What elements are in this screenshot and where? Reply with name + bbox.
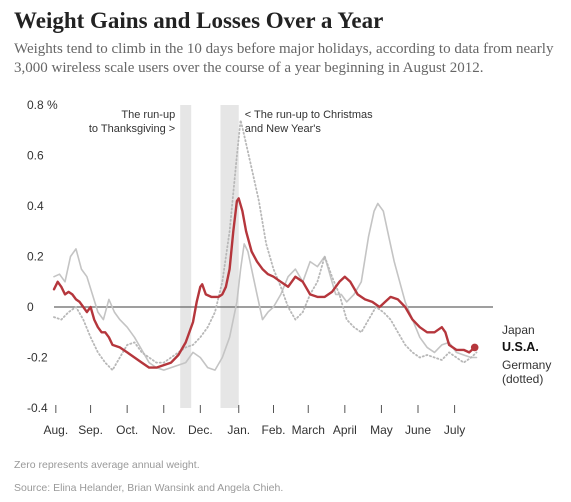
x-tick-label: Oct. — [116, 423, 138, 437]
holiday-bands — [180, 105, 239, 408]
y-axis: 0.8 % 0.6 0.4 0.2 0 -0.2 -0.4 — [27, 98, 58, 415]
x-tick-label: Sep. — [78, 423, 103, 437]
y-tick-label: 0.2 — [27, 250, 44, 264]
y-tick-label: 0.4 — [27, 199, 44, 213]
series-line-germany-dotted — [53, 119, 478, 371]
x-tick-label: June — [405, 423, 431, 437]
y-tick-label: 0.6 — [27, 149, 44, 163]
y-tick-label: 0 — [27, 300, 34, 314]
series-label-germany-line1: Germany — [502, 358, 551, 372]
x-tick-label: March — [292, 423, 325, 437]
band-label-0-line-0: The run-up — [121, 109, 175, 121]
footnote: Zero represents average annual weight. — [14, 459, 200, 471]
series-lines — [52, 119, 478, 371]
series-line-japan — [53, 202, 478, 371]
x-tick-label: Nov. — [152, 423, 176, 437]
chart-subtitle: Weights tend to climb in the 10 days bef… — [14, 41, 554, 76]
series-labels: Japan U.S.A. Germany(dotted) — [502, 323, 551, 386]
holiday-band-1 — [220, 105, 239, 408]
x-tick-label: July — [444, 423, 465, 437]
x-axis: Aug. Sep. Oct. Nov. Dec. Jan. Feb. March April Ma… — [43, 405, 465, 437]
x-tick-label: April — [333, 423, 357, 437]
x-tick-label: Jan. — [227, 423, 250, 437]
series-label-germany-line2: (dotted) — [502, 372, 543, 386]
series-line-u-s-a — [52, 197, 476, 369]
band-label-1-line-1: and New Year's — [245, 123, 322, 135]
band-label-0-line-1: to Thanksgiving > — [89, 123, 175, 135]
source-credit: Source: Elina Helander, Brian Wansink an… — [14, 482, 284, 494]
holiday-band-0 — [180, 105, 192, 408]
series-label-usa: U.S.A. — [502, 340, 539, 354]
x-tick-label: Dec. — [188, 423, 213, 437]
y-tick-label: -0.2 — [27, 351, 48, 365]
x-tick-label: Aug. — [43, 423, 68, 437]
holiday-band-labels: The run-up to Thanksgiving > < The run-up … — [89, 109, 373, 135]
chart-title: Weight Gains and Losses Over a Year — [14, 8, 384, 33]
y-tick-label: 0.8 % — [27, 98, 58, 112]
x-tick-label: May — [370, 423, 393, 437]
usa-end-dot — [470, 343, 479, 352]
series-label-japan: Japan — [502, 323, 535, 337]
x-tick-label: Feb. — [261, 423, 285, 437]
y-tick-label: -0.4 — [27, 401, 48, 415]
band-label-1-line-0: < The run-up to Christmas — [245, 109, 373, 121]
